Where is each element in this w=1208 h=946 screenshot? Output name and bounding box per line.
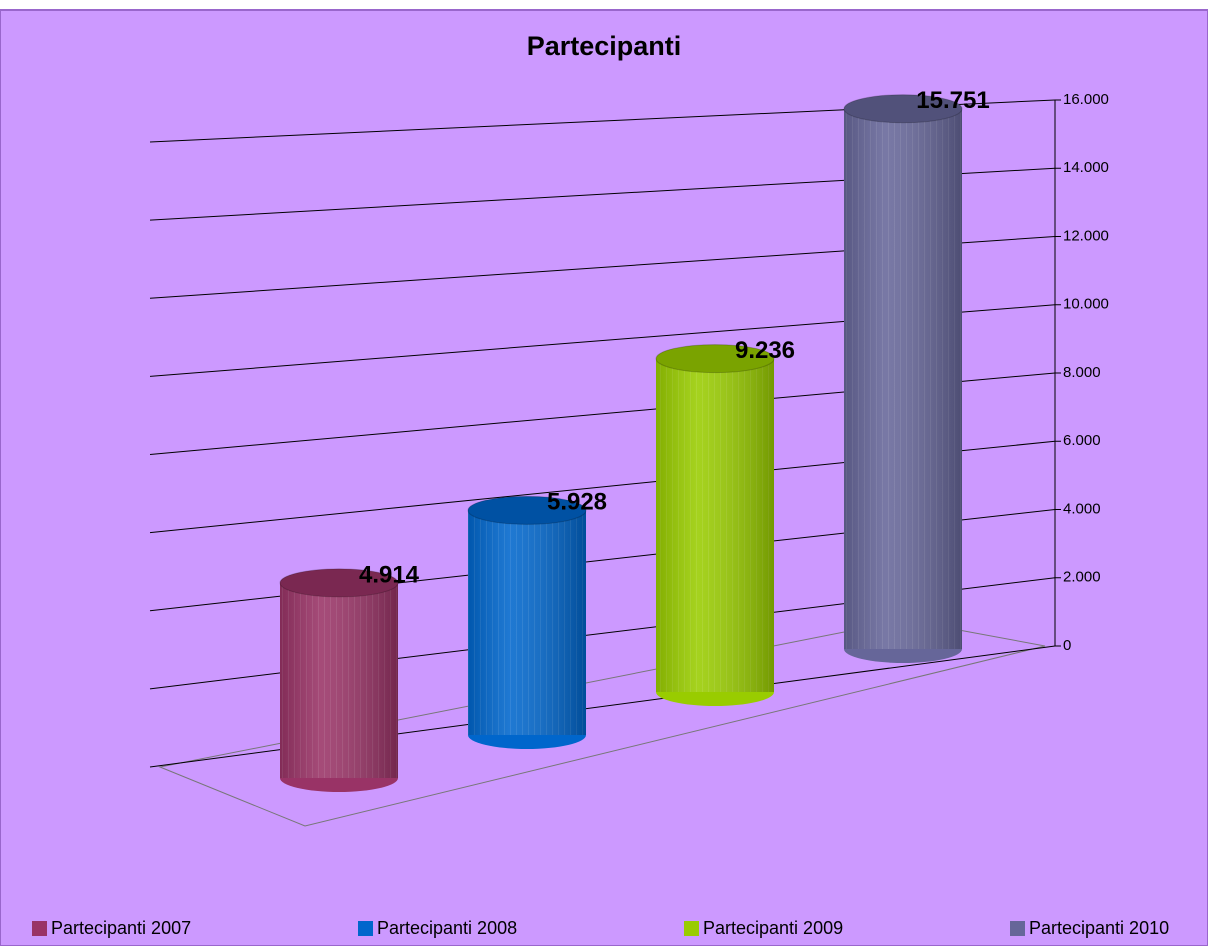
cylinder-top	[279, 568, 399, 598]
chart-title: Partecipanti	[527, 31, 682, 61]
data-label: 5.928	[547, 489, 607, 516]
legend-label: Partecipanti 2007	[51, 918, 191, 938]
legend-label: Partecipanti 2008	[377, 918, 517, 938]
cylinder-top-shade	[280, 568, 398, 597]
y-tick-label: 8.000	[1063, 364, 1101, 381]
cylinder-top-shade	[656, 344, 774, 373]
y-tick-label: 10.000	[1063, 296, 1109, 313]
cylinder-top	[467, 495, 587, 525]
y-tick-label: 4.000	[1063, 500, 1101, 517]
cylinder-top	[655, 344, 775, 374]
legend-swatch	[32, 921, 47, 936]
y-tick-label: 6.000	[1063, 432, 1101, 449]
legend-swatch	[358, 921, 373, 936]
y-tick-label: 14.000	[1063, 159, 1109, 176]
legend-label: Partecipanti 2010	[1029, 918, 1169, 938]
y-tick-label: 16.000	[1063, 91, 1109, 108]
legend-swatch	[684, 921, 699, 936]
bar-shade	[656, 358, 774, 692]
data-label: 15.751	[916, 87, 989, 114]
bar-shade	[468, 510, 586, 735]
legend-swatch	[1010, 921, 1025, 936]
cylinder-top-shade	[844, 94, 962, 123]
bar-shade	[280, 582, 398, 778]
cylinder-top	[843, 94, 963, 124]
y-tick-label: 12.000	[1063, 227, 1109, 244]
chart-area	[0, 9, 1208, 946]
legend-label: Partecipanti 2009	[703, 918, 843, 938]
data-label: 9.236	[735, 337, 795, 364]
data-label: 4.914	[359, 561, 420, 588]
cylinder-top-shade	[468, 496, 586, 525]
bar-shade	[844, 108, 962, 649]
y-tick-label: 2.000	[1063, 569, 1101, 586]
y-tick-label: 0	[1063, 637, 1071, 654]
